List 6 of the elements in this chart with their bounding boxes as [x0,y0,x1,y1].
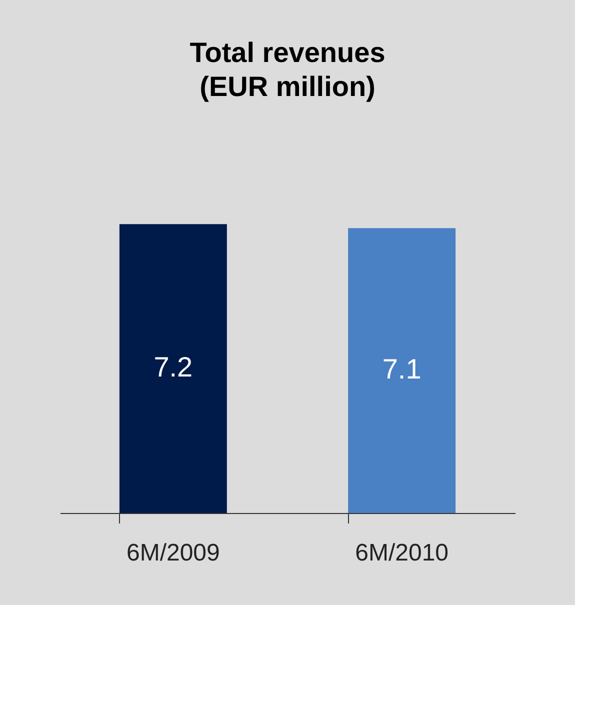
text: (EUR million) [200,71,376,102]
x-tick-label: 6M/2010 [355,540,449,566]
data-label: 7.2 [154,352,193,383]
data-label: 7.1 [382,354,422,385]
text: Total revenues [190,37,386,68]
x-tick-label: 6M/2009 [126,540,220,566]
